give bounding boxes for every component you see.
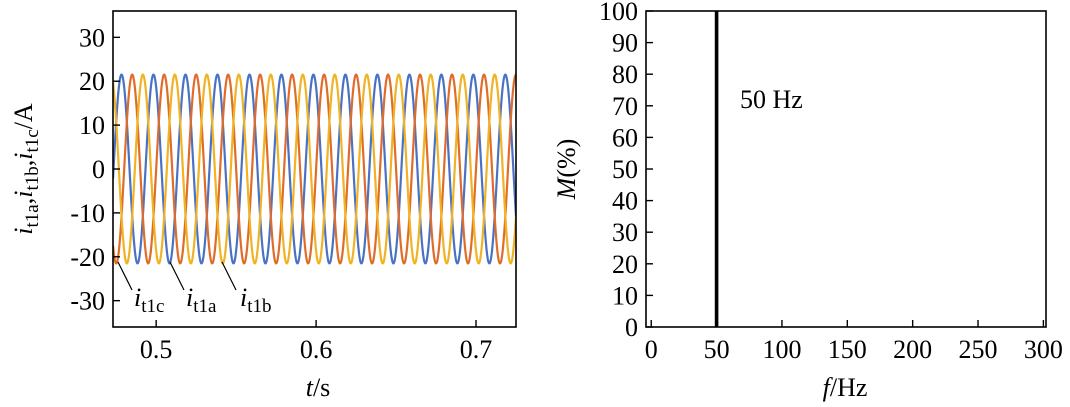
right-x-tick-label: 50	[704, 335, 730, 364]
left-x-tick-label: 0.6	[300, 335, 333, 364]
left-y-ticks: -30 -20 -10 0 10 20 30	[70, 23, 120, 316]
right-y-axis-title: M(%)	[552, 139, 581, 201]
right-x-tick-label: 150	[828, 335, 867, 364]
right-x-tick-label: 250	[959, 335, 998, 364]
right-y-tick-label: 0	[625, 313, 638, 342]
right-x-tick-label: 200	[893, 335, 932, 364]
left-y-tick-label: -20	[70, 243, 105, 272]
left-y-tick-label: 30	[79, 23, 105, 52]
right-x-tick-label: 0	[645, 335, 658, 364]
current-waveform-chart: -30 -20 -10 0 10 20 30 0.5 0.6 0.7 it1c it1a it1…	[9, 10, 517, 402]
right-x-tick-label: 300	[1024, 335, 1063, 364]
waveform-series-group	[113, 73, 516, 265]
right-y-tick-label: 50	[612, 155, 638, 184]
left-y-axis-title: it1a,it1b,it1c/A	[9, 103, 43, 235]
spectrum-peak-annotation: 50 Hz	[740, 85, 803, 114]
right-x-axis-title: f/Hz	[823, 373, 868, 402]
right-y-tick-label: 40	[612, 187, 638, 216]
right-y-tick-label: 10	[612, 281, 638, 310]
right-x-ticks: 0 50 100 150 200 250 300	[645, 320, 1063, 364]
annotation-i-t1c: it1c	[134, 283, 164, 317]
left-y-tick-label: -30	[70, 287, 105, 316]
right-plot-frame	[645, 10, 1047, 328]
left-y-tick-label: -10	[70, 199, 105, 228]
right-y-tick-label: 20	[612, 250, 638, 279]
right-y-tick-label: 60	[612, 123, 638, 152]
annotation-leaders	[117, 261, 237, 291]
annotation-i-t1b: it1b	[240, 283, 272, 317]
left-x-ticks: 0.5 0.6 0.7	[140, 320, 492, 364]
left-y-tick-label: 10	[79, 111, 105, 140]
annotation-i-t1a: it1a	[186, 283, 217, 317]
right-y-tick-label: 30	[612, 218, 638, 247]
right-y-tick-label: 70	[612, 92, 638, 121]
left-x-tick-label: 0.5	[140, 335, 173, 364]
right-y-tick-label: 90	[612, 29, 638, 58]
series-line-i-t1a	[113, 73, 516, 265]
left-y-tick-label: 0	[92, 155, 105, 184]
right-y-tick-label: 100	[599, 0, 638, 26]
series-line-i-t1b	[113, 73, 516, 265]
left-y-tick-label: 20	[79, 67, 105, 96]
right-x-tick-label: 100	[762, 335, 801, 364]
right-y-tick-label: 80	[612, 60, 638, 89]
left-x-axis-title: t/s	[306, 373, 331, 402]
left-x-tick-label: 0.7	[460, 335, 493, 364]
